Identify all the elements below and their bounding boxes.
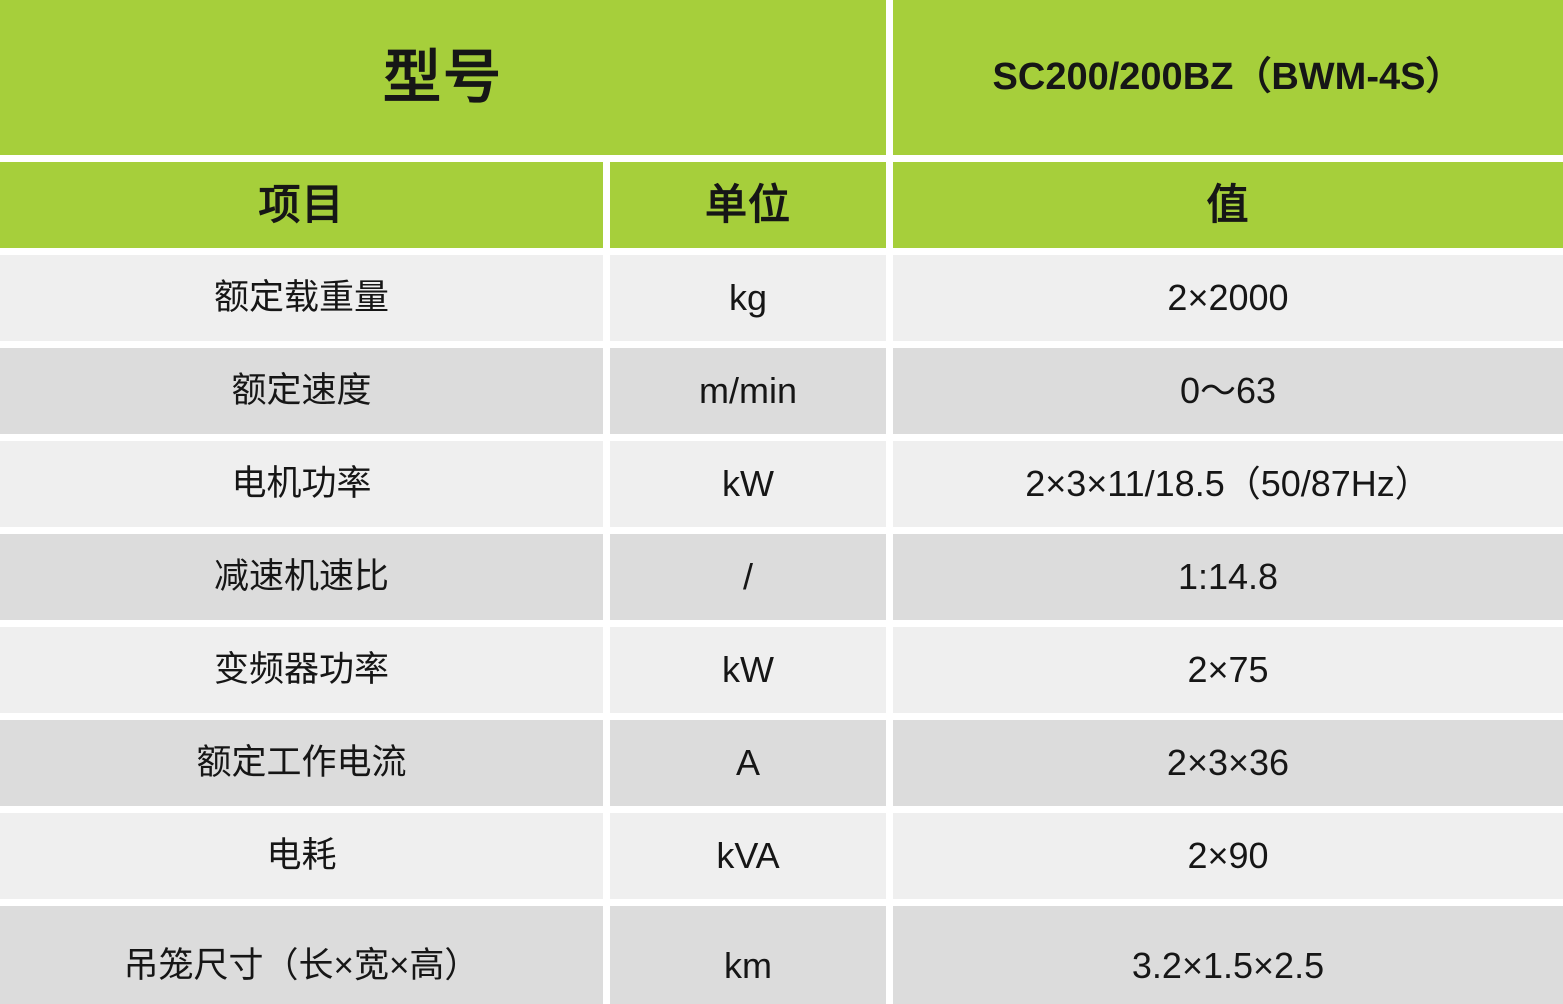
row-item-cage-size: 吊笼尺寸（长×宽×高） bbox=[0, 906, 603, 1004]
row-value-motor-power: 2×3×11/18.5（50/87Hz） bbox=[893, 441, 1563, 527]
row-value-power-consumption: 2×90 bbox=[893, 813, 1563, 899]
row-value-rated-speed: 0～63 bbox=[893, 348, 1563, 434]
row-item-reducer-ratio: 减速机速比 bbox=[0, 534, 603, 620]
model-header-label: 型号 bbox=[0, 0, 886, 155]
model-number-value: SC200/200BZ（BWM-4S） bbox=[893, 0, 1563, 155]
row-value-reducer-ratio: 1:14.8 bbox=[893, 534, 1563, 620]
row-value-rated-load: 2×2000 bbox=[893, 255, 1563, 341]
row-unit-rated-current: A bbox=[610, 720, 886, 806]
row-value-rated-current: 2×3×36 bbox=[893, 720, 1563, 806]
row-unit-rated-speed: m/min bbox=[610, 348, 886, 434]
row-unit-power-consumption: kVA bbox=[610, 813, 886, 899]
column-header-item: 项目 bbox=[0, 162, 603, 248]
row-unit-motor-power: kW bbox=[610, 441, 886, 527]
row-item-rated-load: 额定载重量 bbox=[0, 255, 603, 341]
column-header-value: 值 bbox=[893, 162, 1563, 248]
row-unit-reducer-ratio: / bbox=[610, 534, 886, 620]
row-item-motor-power: 电机功率 bbox=[0, 441, 603, 527]
column-header-unit: 单位 bbox=[610, 162, 886, 248]
row-value-inverter-power: 2×75 bbox=[893, 627, 1563, 713]
row-item-power-consumption: 电耗 bbox=[0, 813, 603, 899]
row-unit-rated-load: kg bbox=[610, 255, 886, 341]
row-item-rated-current: 额定工作电流 bbox=[0, 720, 603, 806]
row-unit-cage-size: km bbox=[610, 906, 886, 1004]
row-item-rated-speed: 额定速度 bbox=[0, 348, 603, 434]
row-unit-inverter-power: kW bbox=[610, 627, 886, 713]
row-value-cage-size: 3.2×1.5×2.5 bbox=[893, 906, 1563, 1004]
row-item-inverter-power: 变频器功率 bbox=[0, 627, 603, 713]
